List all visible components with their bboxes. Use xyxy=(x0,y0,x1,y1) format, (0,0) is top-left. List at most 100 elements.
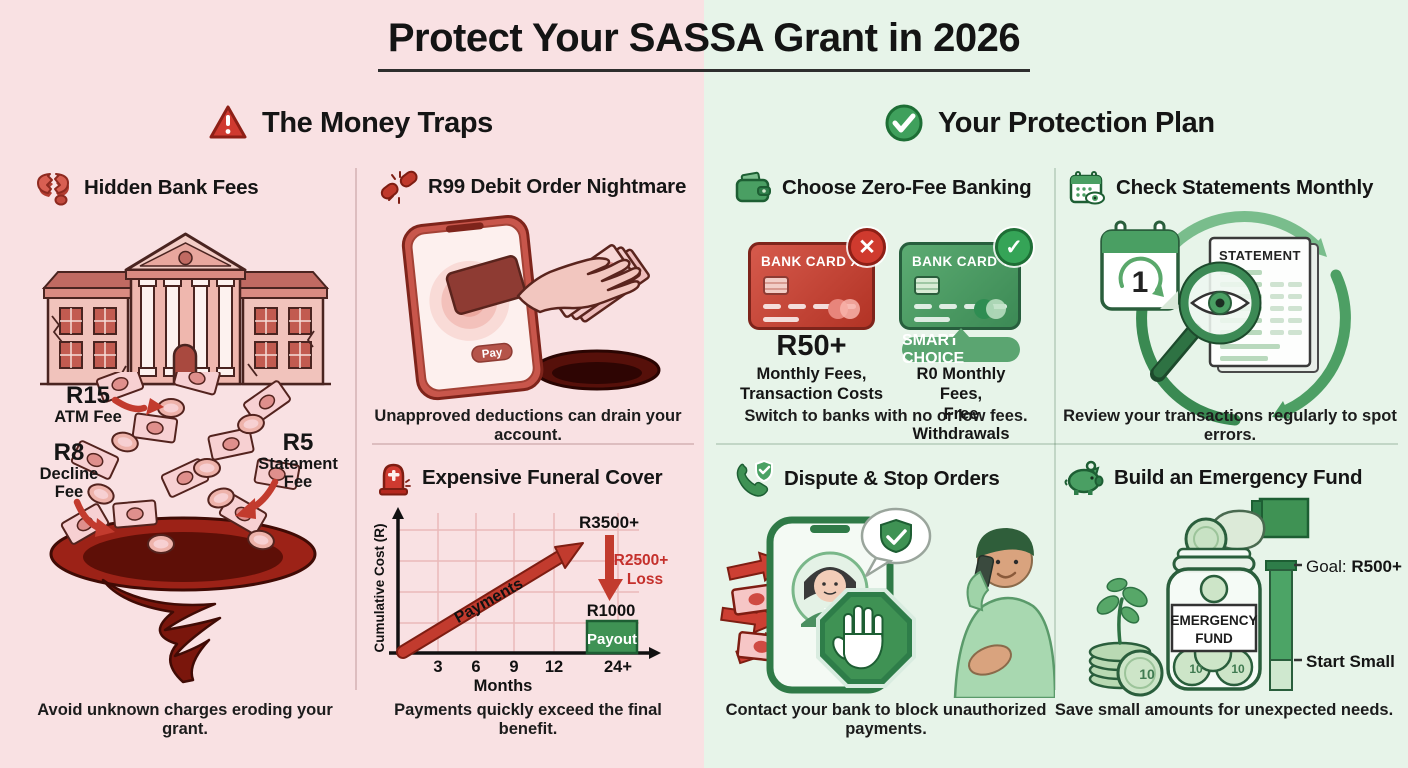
emergency-title: Build an Emergency Fund xyxy=(1114,466,1363,489)
funeral-cost-chart: Payments R3500+ R2500+ Loss R1000 Payout… xyxy=(372,507,668,695)
statement-fee-label2: Fee xyxy=(283,472,313,491)
left-row-divider xyxy=(372,443,694,445)
emergency-caption: Save small amounts for unexpected needs. xyxy=(1054,701,1394,719)
warning-triangle-icon xyxy=(209,105,247,139)
banking-caption: Switch to banks with no or low fees. xyxy=(744,407,1028,425)
card-logo-circle xyxy=(840,299,860,319)
payout-bar-label: Payout xyxy=(587,631,637,648)
statement-fee-amount: R5 xyxy=(282,429,314,456)
funeral-header: Expensive Funeral Cover xyxy=(376,460,663,496)
right-header-text: Your Protection Plan xyxy=(938,106,1215,139)
magnifier-eye-illustration xyxy=(1150,261,1262,382)
statements-header: Check Statements Monthly xyxy=(1068,170,1373,206)
card-holder-line xyxy=(914,317,950,322)
tombstone-icon xyxy=(379,463,411,496)
left-column-divider xyxy=(355,168,357,690)
right-row-divider xyxy=(716,443,1398,445)
smart-choice-badge: SMART CHOICE xyxy=(902,328,1020,367)
emergency-jar: 10 10 EMERGENCY FUND xyxy=(1166,547,1262,691)
wallet-icon xyxy=(735,171,771,203)
check-circle-icon xyxy=(885,104,923,142)
check-badge-icon: ✓ xyxy=(995,228,1033,266)
card-x-line2: Transaction Costs xyxy=(739,385,884,403)
card-chip-icon xyxy=(914,276,940,295)
fee-arrow-atm-head xyxy=(146,398,164,415)
bank-card-y: BANK CARD Y xyxy=(899,242,1021,330)
atm-fee-label: ATM Fee xyxy=(54,407,122,426)
x-tick-12: 12 xyxy=(545,658,563,676)
broken-chain-icon xyxy=(380,170,418,204)
decline-fee-amount: R8 xyxy=(53,439,85,466)
card-x-fee-amount: R50+ xyxy=(776,330,847,362)
dispute-illustration xyxy=(720,507,1055,698)
pay-button xyxy=(471,342,513,363)
coin-value-jar: 10 xyxy=(1231,662,1245,676)
coin-stack-plant: 10 xyxy=(1088,577,1164,697)
page-title: Protect Your SASSA Grant in 2026 xyxy=(387,16,1021,60)
debit-order-illustration: Pay R99 xyxy=(401,214,661,401)
bank-card-x-name: BANK CARD X xyxy=(761,254,860,269)
hidden-fees-header: Hidden Bank Fees xyxy=(34,170,259,206)
funeral-title: Expensive Funeral Cover xyxy=(422,466,663,489)
banking-header: Choose Zero-Fee Banking xyxy=(734,170,1032,206)
fee-callout-decline: R8 Decline Fee xyxy=(28,440,110,502)
fee-arrow-decline-head xyxy=(95,518,115,537)
pay-button-label: Pay xyxy=(481,347,503,361)
x-tick-3: 3 xyxy=(433,658,442,676)
money-vortex-illustration xyxy=(49,372,317,684)
piggy-bank-icon xyxy=(1064,460,1104,495)
card-y-line1: R0 Monthly Fees, xyxy=(916,365,1006,403)
savings-progress-bar xyxy=(1265,560,1302,691)
card-logo-circle xyxy=(986,299,1006,319)
card-chip-icon xyxy=(763,276,789,295)
decline-fee-label1: Decline xyxy=(39,464,99,483)
emergency-header: Build an Emergency Fund xyxy=(1064,460,1362,496)
calendar-day-number: 1 xyxy=(1132,266,1149,299)
statement-doc-title: STATEMENT xyxy=(1219,248,1301,263)
card-y-fee-lines: R0 Monthly Fees, Free Withdrawals xyxy=(894,364,1028,444)
x-tick-24: 24+ xyxy=(604,658,632,676)
emergency-fund-illustration: 10 10 10 EMERGENCY FUND xyxy=(1088,497,1310,697)
atm-fee-amount: R15 xyxy=(65,382,111,409)
statement-fee-label1: Statement xyxy=(258,454,338,473)
fee-callout-atm: R15 ATM Fee xyxy=(40,383,136,427)
decline-fee-label2: Fee xyxy=(54,482,84,501)
fee-arrow-atm xyxy=(111,396,148,413)
dispute-title: Dispute & Stop Orders xyxy=(784,467,1000,490)
broken-coins-icon xyxy=(37,173,69,206)
x-tick-6: 6 xyxy=(471,658,480,676)
hidden-fees-title: Hidden Bank Fees xyxy=(84,176,259,199)
payments-series-label: Payments xyxy=(452,575,526,627)
dispute-caption: Contact your bank to block unauthorized … xyxy=(725,701,1047,738)
left-header-text: The Money Traps xyxy=(262,106,493,139)
statements-caption: Review your transactions regularly to sp… xyxy=(1063,407,1397,444)
saving-hand xyxy=(1184,497,1310,561)
calendar-eye-icon xyxy=(1069,171,1105,205)
right-section-header: Your Protection Plan xyxy=(884,103,1215,143)
x-axis-label: Months xyxy=(474,677,533,695)
hidden-fees-caption: Avoid unknown charges eroding your grant… xyxy=(37,701,333,738)
stop-hand-sign xyxy=(816,588,916,688)
bank-building-illustration xyxy=(40,232,331,386)
card-x-line1: Monthly Fees, xyxy=(756,365,867,383)
jar-label-line2: FUND xyxy=(1195,631,1233,646)
card-holder-line xyxy=(763,317,799,322)
left-section-header: The Money Traps xyxy=(208,104,493,142)
start-small-label: Start Small xyxy=(1306,652,1395,671)
goal-prefix: Goal: xyxy=(1306,557,1347,576)
card-x-fee-lines: Monthly Fees, Transaction Costs xyxy=(733,364,890,404)
payout-value-label: R1000 xyxy=(587,602,636,620)
goal-label: Goal: R500+ xyxy=(1306,557,1402,577)
grabbing-hand xyxy=(516,256,642,314)
y-axis-label: Cumulative Cost (R) xyxy=(372,523,387,652)
x-badge-icon: ✕ xyxy=(848,228,886,266)
fee-arrow-statement-head xyxy=(235,498,256,519)
fee-callout-statement: R5 Statement Fee xyxy=(252,430,344,492)
loss-annotation-word: Loss xyxy=(627,571,663,588)
calendar-illustration: 1 xyxy=(1100,220,1180,311)
right-column-divider xyxy=(1054,168,1056,690)
caller-person xyxy=(953,528,1055,698)
dispute-header: Dispute & Stop Orders xyxy=(734,460,1000,498)
phone-shield-icon xyxy=(736,460,773,497)
